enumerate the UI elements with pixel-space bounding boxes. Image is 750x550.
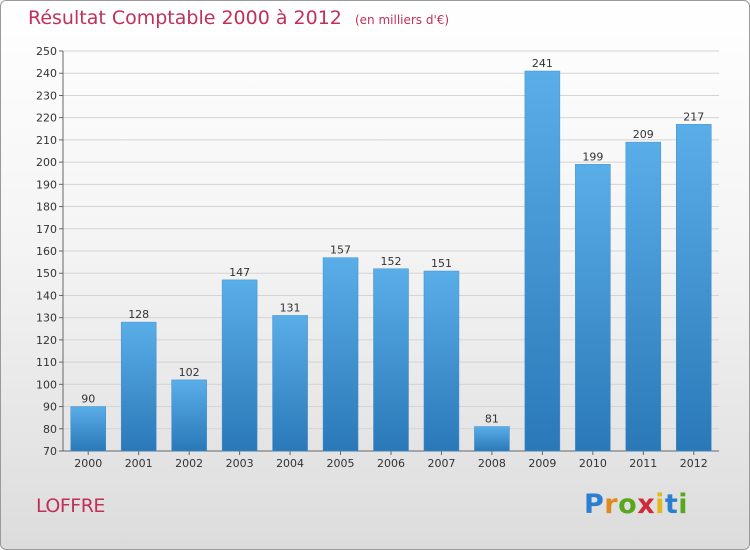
- bar: [423, 270, 460, 452]
- x-tick-label: 2002: [175, 457, 203, 470]
- bar: [575, 164, 611, 452]
- x-tick-label: 2012: [680, 457, 708, 470]
- bar: [70, 406, 106, 452]
- y-tick-label: 250: [36, 45, 57, 58]
- x-tick-label: 2008: [478, 457, 506, 470]
- commune-name: LOFFRE: [36, 495, 105, 517]
- bar: [524, 70, 561, 452]
- bar: [625, 141, 662, 452]
- bar: [474, 426, 510, 452]
- logo-letter: P: [584, 489, 605, 520]
- bars: 90 128 102 147 131 157 152 151 81 241 199 209 217: [70, 57, 712, 452]
- bar-value-label: 90: [81, 393, 95, 406]
- y-tick-label: 230: [36, 89, 57, 102]
- bar-value-label: 128: [128, 308, 149, 321]
- bar: [272, 315, 308, 452]
- bar-value-label: 151: [431, 257, 452, 270]
- y-tick-label: 90: [43, 401, 57, 414]
- y-tick-label: 130: [36, 312, 57, 325]
- y-tick-label: 70: [43, 445, 57, 458]
- x-tick-label: 2006: [377, 457, 405, 470]
- logo-letter: o: [618, 489, 638, 520]
- y-tick-label: 190: [36, 178, 57, 191]
- bar-value-label: 209: [633, 128, 654, 141]
- x-tick-label: 2011: [629, 457, 657, 470]
- bar-value-label: 81: [485, 413, 499, 426]
- bar: [676, 124, 712, 452]
- x-tick-label: 2005: [327, 457, 355, 470]
- bar-value-label: 199: [582, 150, 603, 163]
- logo-letter: t: [664, 489, 679, 520]
- x-tick-label: 2009: [528, 457, 556, 470]
- x-tick-label: 2003: [226, 457, 254, 470]
- y-tick-label: 80: [43, 423, 57, 436]
- y-tick-label: 140: [36, 289, 57, 302]
- y-tick-label: 180: [36, 201, 57, 214]
- y-tick-label: 170: [36, 223, 57, 236]
- x-tick-label: 2000: [74, 457, 102, 470]
- bar: [373, 268, 409, 452]
- y-tick-label: 150: [36, 267, 57, 280]
- x-tick-label: 2004: [276, 457, 304, 470]
- y-axis: 70 80 90 100 110 120 130 140 150 160 170 180 190 200 2…: [36, 45, 64, 458]
- logo-letter: x: [637, 489, 656, 520]
- bar: [221, 279, 258, 452]
- x-tick-label: 2001: [125, 457, 153, 470]
- bar-value-label: 131: [280, 301, 301, 314]
- logo-letter: i: [655, 489, 665, 520]
- chart-title-unit: (en milliers d'€): [354, 13, 450, 27]
- x-tick-label: 2007: [427, 457, 455, 470]
- bar: [171, 379, 207, 452]
- bar-value-label: 147: [229, 266, 250, 279]
- y-tick-label: 210: [36, 134, 57, 147]
- y-tick-label: 200: [36, 156, 57, 169]
- y-tick-label: 160: [36, 245, 57, 258]
- bar: [120, 321, 157, 452]
- bar-value-label: 241: [532, 57, 553, 70]
- proxiti-logo: Proxiti: [584, 489, 688, 520]
- y-tick-label: 110: [36, 356, 57, 369]
- chart-title: Résultat Comptable 2000 à 2012 (en milli…: [28, 7, 449, 29]
- logo-letter: r: [604, 489, 619, 520]
- y-tick-label: 120: [36, 334, 57, 347]
- logo-letter: i: [678, 489, 689, 520]
- x-axis: 2000 2001 2002 2003 2004 2005 2006 2007 2008 2009…: [63, 450, 719, 470]
- bar-value-label: 157: [330, 244, 351, 257]
- y-tick-label: 220: [36, 112, 57, 125]
- y-tick-label: 240: [36, 67, 57, 80]
- bar-value-label: 102: [179, 366, 200, 379]
- bar-value-label: 152: [381, 255, 402, 268]
- y-tick-label: 100: [36, 378, 57, 391]
- chart-title-main: Résultat Comptable 2000 à 2012: [28, 7, 342, 29]
- bar: [322, 257, 359, 452]
- bar-value-label: 217: [683, 110, 704, 123]
- x-tick-label: 2010: [579, 457, 607, 470]
